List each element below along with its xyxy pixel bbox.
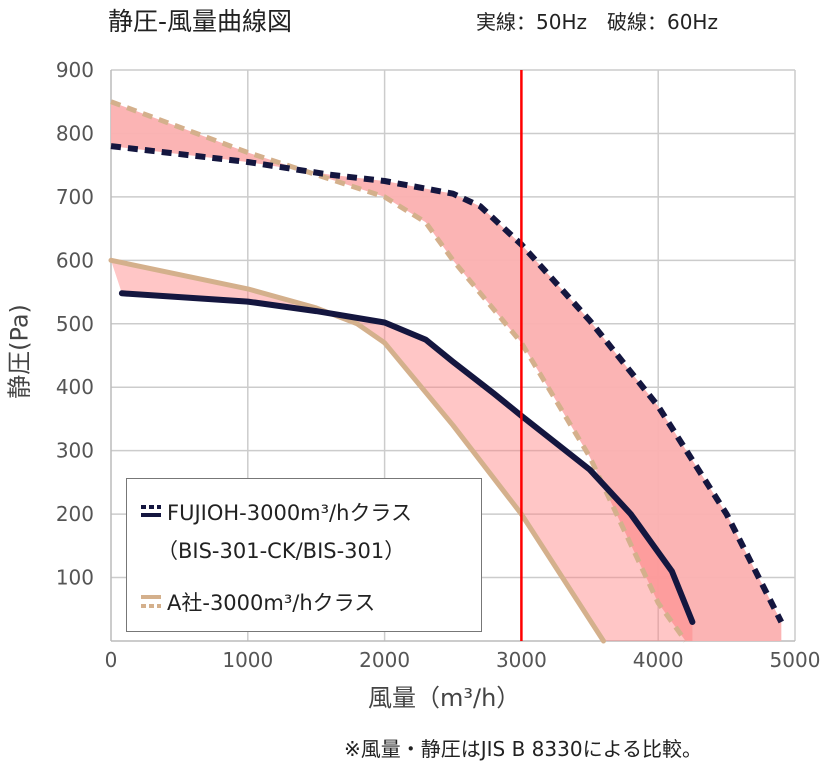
- legend-entry-a-company: A社-3000m³/hクラス: [167, 591, 376, 615]
- x-tick-label: 4000: [633, 648, 684, 672]
- x-tick-label: 1000: [222, 648, 273, 672]
- y-tick-label: 200: [56, 502, 94, 526]
- chart-title: 静圧-風量曲線図: [108, 7, 293, 36]
- y-axis-label: 静圧(Pa): [5, 304, 34, 399]
- footnote: ※風量・静圧はJIS B 8330による比較。: [344, 737, 702, 761]
- y-tick-label: 500: [56, 312, 94, 336]
- y-tick-label: 900: [56, 58, 94, 82]
- y-tick-label: 400: [56, 375, 94, 399]
- legend-entry-fujioh-models: （BIS-301-CK/BIS-301）: [157, 539, 406, 563]
- y-tick-label: 600: [56, 248, 94, 272]
- series-a-company-60hz: [110, 99, 688, 643]
- x-tick-label: 0: [105, 648, 118, 672]
- x-tick-label: 2000: [359, 648, 410, 672]
- legend-entry-fujioh: FUJIOH-3000m³/hクラス: [167, 501, 413, 525]
- x-axis-label: 風量（m³/h）: [368, 684, 521, 712]
- y-tick-label: 300: [56, 439, 94, 463]
- series-fujioh-60hz: [110, 143, 784, 624]
- performance-gap-fill-50hz: [111, 260, 693, 641]
- y-tick-label: 100: [56, 566, 94, 590]
- series-a-company-50hz: [108, 257, 606, 644]
- x-tick-label: 3000: [496, 648, 547, 672]
- series-fujioh-50hz: [118, 290, 696, 625]
- y-tick-label: 800: [56, 121, 94, 145]
- x-tick-label: 5000: [770, 648, 821, 672]
- performance-gap-fill-60hz: [111, 101, 782, 641]
- chart-subtitle: 実線：50Hz 破線：60Hz: [476, 10, 718, 34]
- y-tick-label: 700: [56, 185, 94, 209]
- legend: FUJIOH-3000m³/hクラス （BIS-301-CK/BIS-301） …: [126, 478, 482, 632]
